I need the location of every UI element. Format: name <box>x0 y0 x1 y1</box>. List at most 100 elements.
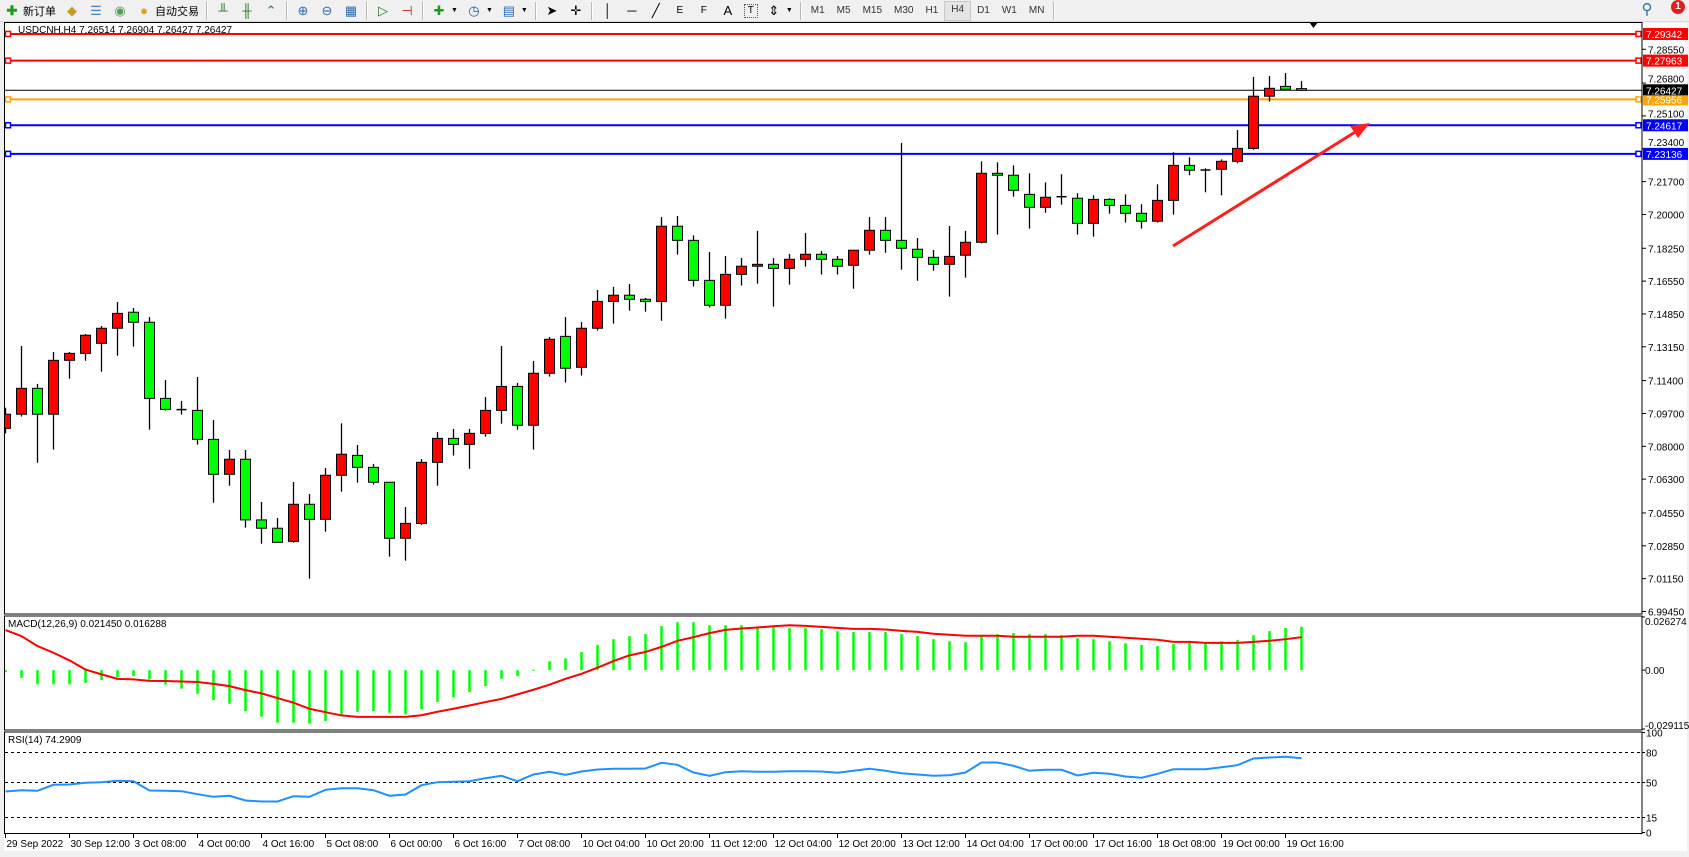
macd-histogram-bar <box>468 670 471 693</box>
templates-dropdown[interactable]: ▤ ▼ <box>497 1 532 21</box>
notifications-button[interactable]: 1 <box>1665 0 1685 19</box>
macd-histogram-bar <box>580 652 583 671</box>
timeframe-d1[interactable]: D1 <box>977 4 990 16</box>
fibo-retracement-button[interactable]: F <box>692 1 716 21</box>
timeframe-m15[interactable]: M15 <box>862 4 883 16</box>
time-tick-label: 3 Oct 08:00 <box>135 839 187 850</box>
label-button[interactable]: T <box>740 1 762 21</box>
candle <box>5 407 11 434</box>
bar-chart-button[interactable]: ╨ <box>211 1 235 21</box>
macd-histogram-bar <box>5 670 7 673</box>
candle-body-bear <box>992 172 1003 176</box>
candle-body-bear <box>208 438 219 475</box>
line-chart-button[interactable]: ⌃ <box>259 1 283 21</box>
database-icon: ☰ <box>90 2 102 18</box>
candle-body-bull <box>1040 196 1051 208</box>
macd-histogram-bar <box>1156 646 1159 671</box>
candle <box>160 380 171 411</box>
line-handle <box>4 96 12 103</box>
candlestick-icon: ╫ <box>242 2 252 18</box>
macd-histogram-bar <box>676 622 679 671</box>
timeframe-m30[interactable]: M30 <box>894 4 914 16</box>
fibo-fan-button[interactable]: E <box>668 1 692 21</box>
tile-windows-icon: ▦ <box>344 2 358 18</box>
signals-button[interactable]: ◉ <box>108 1 132 21</box>
search-icon[interactable]: ⚲ <box>1641 1 1653 18</box>
arrows-icon: ⇕ <box>768 2 780 18</box>
candle-body-bear <box>1280 85 1291 90</box>
timeframe-m5[interactable]: M5 <box>836 4 851 16</box>
macd-histogram-bar <box>1300 626 1303 671</box>
indicators-dropdown[interactable]: ✚ ▼ <box>427 1 462 21</box>
zoom-out-button[interactable]: ⊖ <box>315 1 339 21</box>
periods-dropdown[interactable]: ◷ ▼ <box>462 1 497 21</box>
macd-histogram-bar <box>212 670 215 701</box>
line-handle <box>1635 57 1642 64</box>
candle-body-bull <box>224 458 235 475</box>
new-order-button[interactable]: ✚ 新订单 <box>0 1 60 21</box>
candle <box>1200 168 1211 193</box>
line-handle <box>4 30 12 38</box>
crosshair-button[interactable]: ✛ <box>564 1 588 21</box>
candle <box>1120 194 1131 223</box>
tile-windows-button[interactable]: ▦ <box>339 1 363 21</box>
macd-histogram-bar <box>84 670 87 683</box>
timeframe-m1[interactable]: M1 <box>810 4 825 16</box>
candle <box>272 517 283 543</box>
rsi-tick-label: 80 <box>1646 749 1658 760</box>
rsi-title: RSI(14) 74.2909 <box>8 735 82 746</box>
candlestick-button[interactable]: ╫ <box>235 1 259 21</box>
timeframe-h1[interactable]: H1 <box>925 4 939 16</box>
time-tick-label: 13 Oct 12:00 <box>903 839 961 850</box>
gold-button[interactable]: ◆ <box>60 1 84 21</box>
cursor-button[interactable]: ➤ <box>540 1 564 21</box>
price-pane[interactable] <box>1 30 1643 579</box>
auto-scroll-button[interactable]: ▷ <box>371 1 395 21</box>
timeframe-h4[interactable]: H4 <box>944 0 972 21</box>
time-tick-label: 14 Oct 04:00 <box>967 839 1025 850</box>
macd-histogram-bar <box>820 629 823 671</box>
time-tick-label: 10 Oct 20:00 <box>647 839 705 850</box>
trendline-button[interactable]: ╱ <box>644 1 668 21</box>
auto-trading-button[interactable]: ● 自动交易 <box>132 1 203 21</box>
macd-histogram-bar <box>564 658 567 671</box>
separator <box>799 1 802 20</box>
price-tick-label: 7.21700 <box>1648 178 1685 189</box>
candle-body-bull <box>464 432 475 445</box>
macd-histogram-bar <box>1012 633 1015 671</box>
macd-histogram-bar <box>756 627 759 671</box>
cursor-arrow-icon: ➤ <box>546 2 558 18</box>
macd-histogram-bar <box>500 670 503 679</box>
horizontal-line-button[interactable]: ─ <box>620 1 644 21</box>
candle-body-bear <box>256 519 267 529</box>
candle <box>336 423 347 492</box>
candle-body-bull <box>1088 198 1099 224</box>
vertical-line-button[interactable]: │ <box>596 1 620 21</box>
price-line-label: 7.23136 <box>1646 150 1683 161</box>
candle <box>560 317 571 383</box>
zoom-in-button[interactable]: ⊕ <box>291 1 315 21</box>
price-tick-label: 7.06300 <box>1648 475 1685 486</box>
candle <box>1072 193 1083 235</box>
rsi-pane[interactable] <box>5 752 1642 818</box>
line-handle <box>4 150 12 158</box>
macd-pane[interactable] <box>4 622 1303 724</box>
timeframe-w1[interactable]: W1 <box>1001 4 1017 16</box>
arrows-dropdown[interactable]: ⇕ ▼ <box>762 1 797 21</box>
signal-icon: ◉ <box>114 2 126 18</box>
candle <box>752 230 763 284</box>
price-line-label: 7.24617 <box>1646 121 1683 132</box>
candle <box>704 251 715 308</box>
macd-histogram-bar <box>980 636 983 671</box>
candle-body-bull <box>416 461 427 524</box>
database-button[interactable]: ☰ <box>84 1 108 21</box>
text-button[interactable]: A <box>716 1 740 21</box>
trend-arrow-head <box>1350 123 1370 138</box>
timeframe-mn[interactable]: MN <box>1028 4 1045 16</box>
candle-body-bear <box>896 239 907 249</box>
candle <box>576 322 587 376</box>
chart-shift-button[interactable]: ⊣ <box>395 1 419 21</box>
time-tick-label: 30 Sep 12:00 <box>71 839 131 850</box>
chart-shift-icon: ⊣ <box>401 2 413 18</box>
